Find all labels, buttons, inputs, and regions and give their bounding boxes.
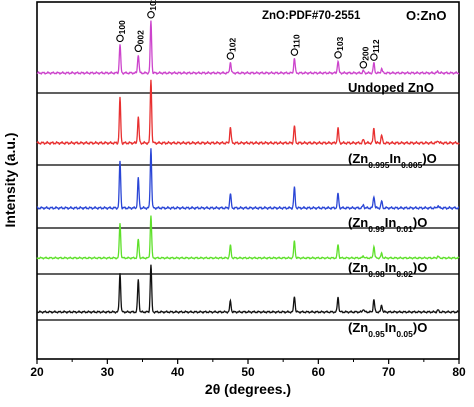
hkl-label: 101 <box>148 0 158 11</box>
reference-peak-marker <box>147 11 155 19</box>
hkl-label: 002 <box>135 30 145 44</box>
x-axis-title: 2θ (degrees.) <box>205 381 291 397</box>
xrd-trace <box>36 20 460 75</box>
series-label: (Zn0.995In0.005)O <box>348 151 437 170</box>
x-tick-label: 30 <box>101 365 115 379</box>
hkl-label: 200 <box>360 46 370 60</box>
xrd-trace <box>36 79 460 146</box>
reference-label: ZnO:PDF#70-2551 <box>262 10 361 22</box>
x-tick-label: 20 <box>30 365 44 379</box>
xrd-trace <box>36 264 460 314</box>
x-tick-label: 40 <box>171 365 185 379</box>
y-axis-title: Intensity (a.u.) <box>2 133 18 228</box>
x-tick-label: 70 <box>382 365 396 379</box>
hkl-label: 103 <box>335 36 345 50</box>
x-tick-label: 60 <box>312 365 326 379</box>
series-label: (Zn0.98In0.02)O <box>348 260 427 279</box>
reference-peak-marker <box>334 51 342 59</box>
hkl-label: 100 <box>117 20 127 34</box>
hkl-label: 110 <box>291 34 301 48</box>
x-tick-label: 50 <box>241 365 255 379</box>
reference-peak-marker <box>116 34 124 43</box>
xrd-trace <box>36 148 460 211</box>
plot-frame <box>36 1 460 360</box>
series-label: (Zn0.95In0.05)O <box>348 320 427 339</box>
series-label: Undoped ZnO <box>348 80 434 95</box>
marker-legend: O:ZnO <box>406 8 446 23</box>
reference-peak-marker <box>290 48 299 56</box>
series-label: (Zn0.99In0.01)O <box>348 215 427 234</box>
hkl-label: 102 <box>227 38 237 52</box>
xrd-trace <box>36 215 460 260</box>
reference-peak-marker <box>226 52 235 60</box>
hkl-label: 112 <box>371 39 381 53</box>
reference-peak-marker <box>359 61 368 69</box>
x-tick-label: 80 <box>452 365 466 379</box>
reference-peak-marker <box>370 53 378 61</box>
reference-peak-marker <box>134 44 143 53</box>
